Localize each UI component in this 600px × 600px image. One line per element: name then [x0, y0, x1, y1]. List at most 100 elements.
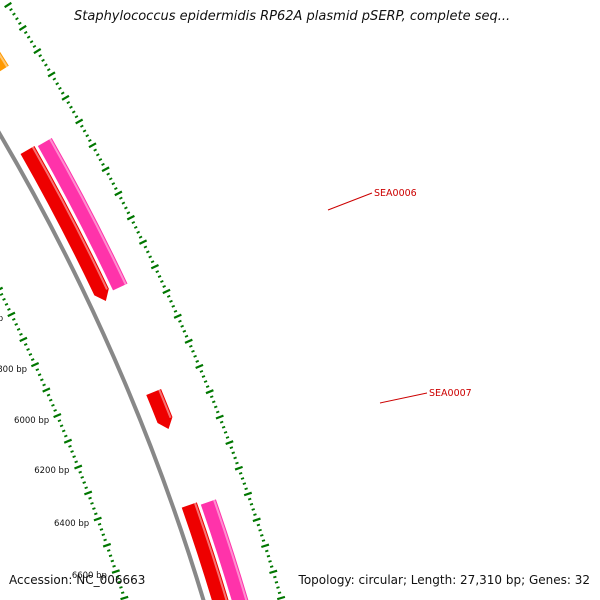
- inner-tick: [63, 434, 68, 438]
- inner-tick: [35, 368, 40, 372]
- outer-tick: [249, 502, 254, 506]
- outer-tick: [184, 338, 193, 344]
- outer-tick: [71, 110, 76, 114]
- inner-tick: [80, 475, 85, 479]
- accession-text: Accession: NC_006663: [9, 573, 146, 587]
- outer-tick: [173, 313, 182, 319]
- inner-tick: [42, 383, 46, 387]
- inner-tick: [106, 549, 111, 552]
- outer-tick: [108, 177, 113, 181]
- inner-tick: [26, 347, 30, 351]
- inner-tick: [53, 412, 62, 419]
- outer-tick: [229, 446, 234, 450]
- outer-tick: [111, 182, 116, 186]
- inner-tick: [46, 393, 51, 397]
- outer-tick: [18, 24, 27, 32]
- inner-tick: [119, 586, 123, 589]
- outer-tick: [258, 528, 262, 532]
- outer-tick: [38, 54, 43, 58]
- outer-tick: [162, 288, 171, 295]
- outer-tick: [23, 30, 28, 35]
- outer-tick: [253, 513, 257, 516]
- outer-tick: [126, 214, 135, 221]
- scale-tick-label: 6400 bp: [54, 519, 89, 529]
- inner-tick: [19, 336, 28, 343]
- outer-tick: [32, 44, 37, 49]
- outer-tick: [155, 270, 160, 274]
- outer-tick: [205, 385, 210, 389]
- inner-tick: [23, 342, 28, 346]
- outer-tick: [61, 94, 70, 101]
- inner-tick: [92, 507, 96, 510]
- outer-tick: [276, 586, 280, 589]
- outer-tick: [150, 263, 159, 270]
- outer-tick: [225, 436, 230, 439]
- cds-feature-highlight: [31, 146, 108, 290]
- inner-tick: [94, 512, 98, 516]
- scale-tick-label: 6000 bp: [14, 416, 49, 426]
- outer-tick: [256, 523, 261, 527]
- gene-label: SEA0006: [374, 188, 417, 199]
- outer-tick: [231, 451, 236, 455]
- outer-tick: [88, 142, 97, 149]
- outer-tick: [121, 201, 126, 205]
- inner-tick: [112, 564, 116, 568]
- outer-tick: [266, 554, 271, 558]
- outer-tick: [189, 344, 193, 348]
- outer-tick: [138, 235, 143, 239]
- outer-tick: [259, 534, 264, 537]
- gene-feature: [200, 499, 249, 600]
- summary-text: Topology: circular; Length: 27,310 bp; G…: [298, 573, 590, 587]
- cds-feature: [181, 502, 229, 600]
- outer-tick: [46, 68, 51, 72]
- gene-feature-highlight: [0, 53, 8, 68]
- outer-tick: [58, 86, 62, 91]
- outer-tick: [29, 40, 34, 44]
- outer-tick: [209, 395, 214, 399]
- inner-tick: [111, 569, 120, 574]
- outer-tick: [162, 284, 167, 288]
- outer-tick: [277, 591, 282, 595]
- inner-tick: [14, 322, 19, 326]
- inner-tick: [88, 496, 92, 500]
- gene-label-leader: [379, 392, 428, 404]
- gene-feature: [0, 51, 9, 72]
- inner-tick: [72, 455, 76, 459]
- outer-tick: [136, 230, 141, 234]
- inner-tick: [11, 317, 16, 321]
- outer-tick: [82, 129, 87, 133]
- gene-feature: [37, 138, 128, 291]
- inner-tick: [83, 490, 93, 496]
- gene-label-leader: [327, 192, 373, 211]
- outer-tick: [251, 508, 256, 511]
- outer-tick: [215, 410, 220, 414]
- inner-tick: [37, 373, 42, 377]
- inner-tick: [16, 327, 21, 331]
- outer-tick: [193, 354, 197, 358]
- outer-tick: [47, 71, 56, 78]
- outer-tick: [260, 543, 270, 549]
- inner-tick: [4, 302, 9, 306]
- outer-tick: [191, 349, 195, 353]
- outer-tick: [145, 250, 150, 254]
- inner-tick: [61, 429, 66, 433]
- outer-tick: [44, 63, 48, 67]
- inner-tick: [99, 528, 104, 531]
- outer-tick: [274, 580, 279, 584]
- inner-tick: [68, 444, 72, 448]
- outer-tick: [171, 304, 176, 308]
- outer-tick: [133, 225, 138, 229]
- cds-feature: [146, 388, 173, 429]
- outer-tick: [243, 491, 253, 497]
- inner-tick: [101, 533, 106, 537]
- outer-tick: [41, 58, 45, 62]
- outer-tick: [88, 138, 92, 143]
- outer-tick: [213, 405, 218, 409]
- outer-tick: [173, 309, 178, 313]
- inner-tick: [40, 378, 44, 382]
- scale-tick-label: 6600 bp: [72, 571, 107, 581]
- inner-tick: [7, 311, 16, 318]
- outer-tick: [18, 21, 22, 25]
- inner-tick: [0, 292, 4, 296]
